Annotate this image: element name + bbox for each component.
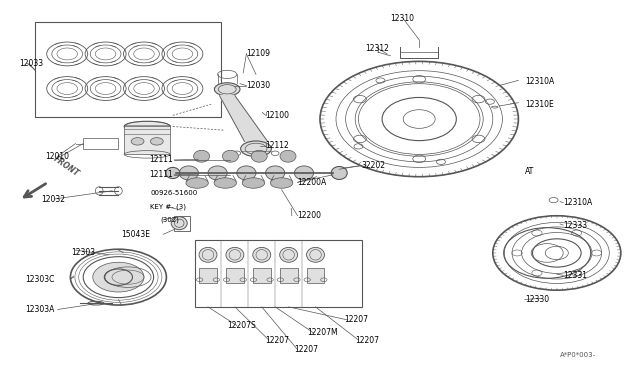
Text: AT: AT (525, 167, 534, 176)
Text: 12112: 12112 (266, 141, 289, 150)
Text: 12333: 12333 (563, 221, 588, 230)
Bar (226, 268, 244, 283)
Ellipse shape (280, 247, 298, 262)
Text: 12111: 12111 (149, 155, 173, 164)
Text: 12111: 12111 (149, 170, 173, 179)
Ellipse shape (294, 166, 314, 180)
Text: 12312: 12312 (365, 44, 388, 53)
Text: 12109: 12109 (246, 49, 270, 58)
Ellipse shape (199, 247, 217, 262)
Bar (174, 216, 190, 231)
Text: 12207M: 12207M (307, 328, 338, 337)
Bar (83, 138, 118, 149)
Text: 12207: 12207 (266, 336, 289, 344)
Bar (253, 268, 271, 283)
Bar (199, 268, 217, 283)
Ellipse shape (193, 150, 210, 162)
Text: 12207: 12207 (344, 315, 369, 324)
Text: 12303: 12303 (72, 248, 96, 257)
Bar (280, 268, 298, 283)
Text: 12030: 12030 (246, 81, 271, 90)
Ellipse shape (241, 141, 271, 157)
Circle shape (93, 262, 144, 292)
Ellipse shape (208, 166, 227, 180)
Ellipse shape (332, 167, 348, 179)
Text: A*P0*003-: A*P0*003- (560, 352, 596, 358)
Ellipse shape (253, 247, 271, 262)
Ellipse shape (186, 178, 209, 188)
Text: 12303C: 12303C (26, 275, 55, 283)
Text: 12207: 12207 (294, 345, 319, 354)
Ellipse shape (252, 150, 268, 162)
Bar (35, 22, 221, 117)
Text: 12100: 12100 (266, 111, 289, 120)
Ellipse shape (124, 121, 170, 132)
Text: FRONT: FRONT (51, 154, 81, 179)
Text: 12033: 12033 (19, 59, 44, 68)
Circle shape (131, 138, 144, 145)
Text: 15043E: 15043E (122, 230, 150, 239)
Text: 12207S: 12207S (227, 321, 256, 330)
Ellipse shape (166, 167, 180, 179)
Ellipse shape (214, 83, 240, 96)
Text: 12010: 12010 (45, 152, 69, 161)
Ellipse shape (179, 166, 198, 180)
Ellipse shape (271, 178, 293, 188)
Circle shape (150, 138, 163, 145)
Text: 12310: 12310 (390, 14, 415, 23)
Bar (124, 126, 170, 154)
Text: KEY #- (3): KEY #- (3) (150, 203, 186, 210)
Text: 12331: 12331 (563, 271, 588, 280)
Text: 00926-51600: 00926-51600 (150, 190, 198, 196)
Text: 12303A: 12303A (26, 305, 55, 314)
Text: 12200: 12200 (298, 211, 322, 220)
Ellipse shape (214, 178, 236, 188)
Text: 12207: 12207 (355, 336, 380, 344)
Text: 12310A: 12310A (525, 77, 554, 86)
Text: 12310A: 12310A (563, 198, 593, 207)
Bar (195, 240, 362, 307)
Ellipse shape (280, 150, 296, 162)
Text: 12200A: 12200A (298, 178, 327, 187)
Text: 12330: 12330 (525, 295, 549, 304)
Ellipse shape (243, 178, 265, 188)
Ellipse shape (172, 217, 188, 230)
Text: 12032: 12032 (42, 195, 65, 203)
Text: 12310E: 12310E (525, 100, 554, 109)
Bar (307, 268, 324, 283)
Text: 32202: 32202 (362, 161, 385, 170)
Ellipse shape (237, 166, 256, 180)
Ellipse shape (307, 247, 324, 262)
Ellipse shape (266, 166, 285, 180)
Ellipse shape (223, 150, 238, 162)
Text: (302): (302) (160, 216, 179, 223)
Polygon shape (220, 96, 268, 141)
Ellipse shape (226, 247, 244, 262)
